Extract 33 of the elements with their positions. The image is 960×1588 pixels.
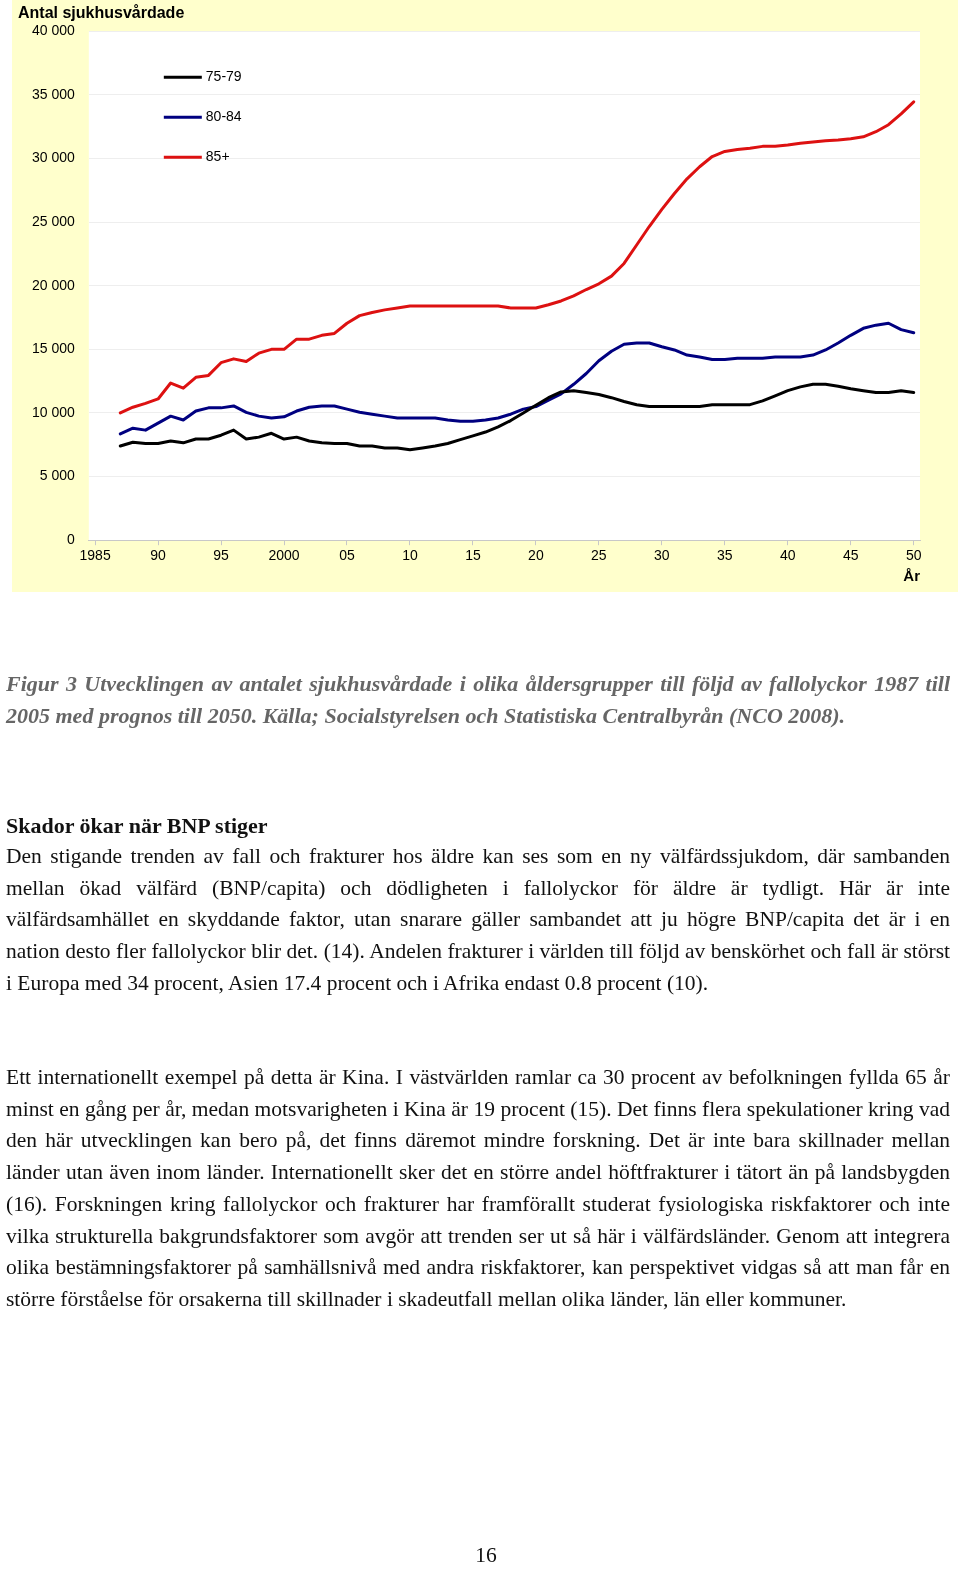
legend-label: 75-79 <box>205 68 242 85</box>
x-tick-label: 2000 <box>268 547 300 564</box>
legend-label: 80-84 <box>205 108 242 125</box>
y-tick-label: 30 000 <box>31 149 76 166</box>
y-tick-label: 40 000 <box>31 22 76 39</box>
legend-label: 85+ <box>205 148 230 165</box>
y-tick-label: 15 000 <box>31 340 76 357</box>
x-tick-label: 40 <box>779 547 796 564</box>
x-tick-label: 25 <box>591 547 607 564</box>
x-tick-label: 15 <box>465 547 481 564</box>
y-tick-label: 35 000 <box>31 85 76 102</box>
x-axis-title: År <box>903 567 921 585</box>
text: Figur 3 Utvecklingen av antalet sjukhusvårdade i olika åldersgrupper till följd av fallolyckor 1987 till 2005 med prognos till 2050. Källa; Socialstyrelsen och Statistiska Centralbyrån (NCO 2008). <box>6 670 950 730</box>
text: 16 <box>474 1542 498 1569</box>
x-tick-label: 20 <box>528 547 544 564</box>
x-tick-label: 35 <box>717 547 733 564</box>
x-tick-label: 50 <box>905 547 922 564</box>
text: Den stigande trenden av fall och frakturer hos äldre kan ses som en ny välfärdssjukdom, där sambanden mellan ökad välfärd (BNP/capita) och dödligheten i fallolyckor för äldre är tydligt. Här är inte välfärdsamhället en skyddande faktor, utan snarare gäller sambandet att ju högre BNP/capita det är i en nation desto fler fallolyckor blir det. (14). Andelen frakturer i världen till följd av benskörhet och fall är störst i Europa med 34 procent, Asien 17.4 procent och i Afrika endast 0.8 procent (10). <box>6 843 950 997</box>
text: Ett internationellt exempel på detta är Kina. I västvärlden ramlar ca 30 procent av befolkningen fyllda 65 år minst en gång per år, medan motsvarigheten i Kina är 19 procent (15). Det finns flera spekulationer kring vad den här utvecklingen kan bero på, det finns däremot mindre forskning. Det är inte bara skillnader mellan länder utan även inom länder. Internationellt sker det en större andel höftfrakturer i tätort än på landsbygden (16). Forskningen kring fallolyckor och frakturer har framförallt studerat fysiologiska riskfaktorer och inte vilka strukturella bakgrundsfaktorer som avgör att trenden ser ut så här i välfärdsländer. Genom att integrera olika bestämningsfaktorer på samhällsnivå med andra riskfaktorer, kan perspektivet vidgas så att man får en större förståelse för orsakerna till skillnader i skadeutfall mellan olika länder, län eller kommuner. <box>6 1064 950 1313</box>
y-tick-label: 10 000 <box>31 403 76 420</box>
y-tick-label: 20 000 <box>31 276 76 293</box>
y-tick-label: 0 <box>67 531 76 548</box>
y-tick-label: 5 000 <box>39 467 76 484</box>
x-tick-label: 45 <box>842 547 859 564</box>
x-tick-label: 1985 <box>79 547 111 564</box>
x-tick-label: 95 <box>213 547 230 564</box>
x-tick-label: 30 <box>654 547 670 564</box>
text: Skador ökar när BNP stiger <box>6 812 269 840</box>
y-tick-label: 25 000 <box>31 212 76 229</box>
x-tick-label: 10 <box>402 547 418 564</box>
x-tick-label: 90 <box>150 547 167 564</box>
x-tick-label: 05 <box>339 547 355 564</box>
chart-title: Antal sjukhusvårdade <box>18 4 185 22</box>
